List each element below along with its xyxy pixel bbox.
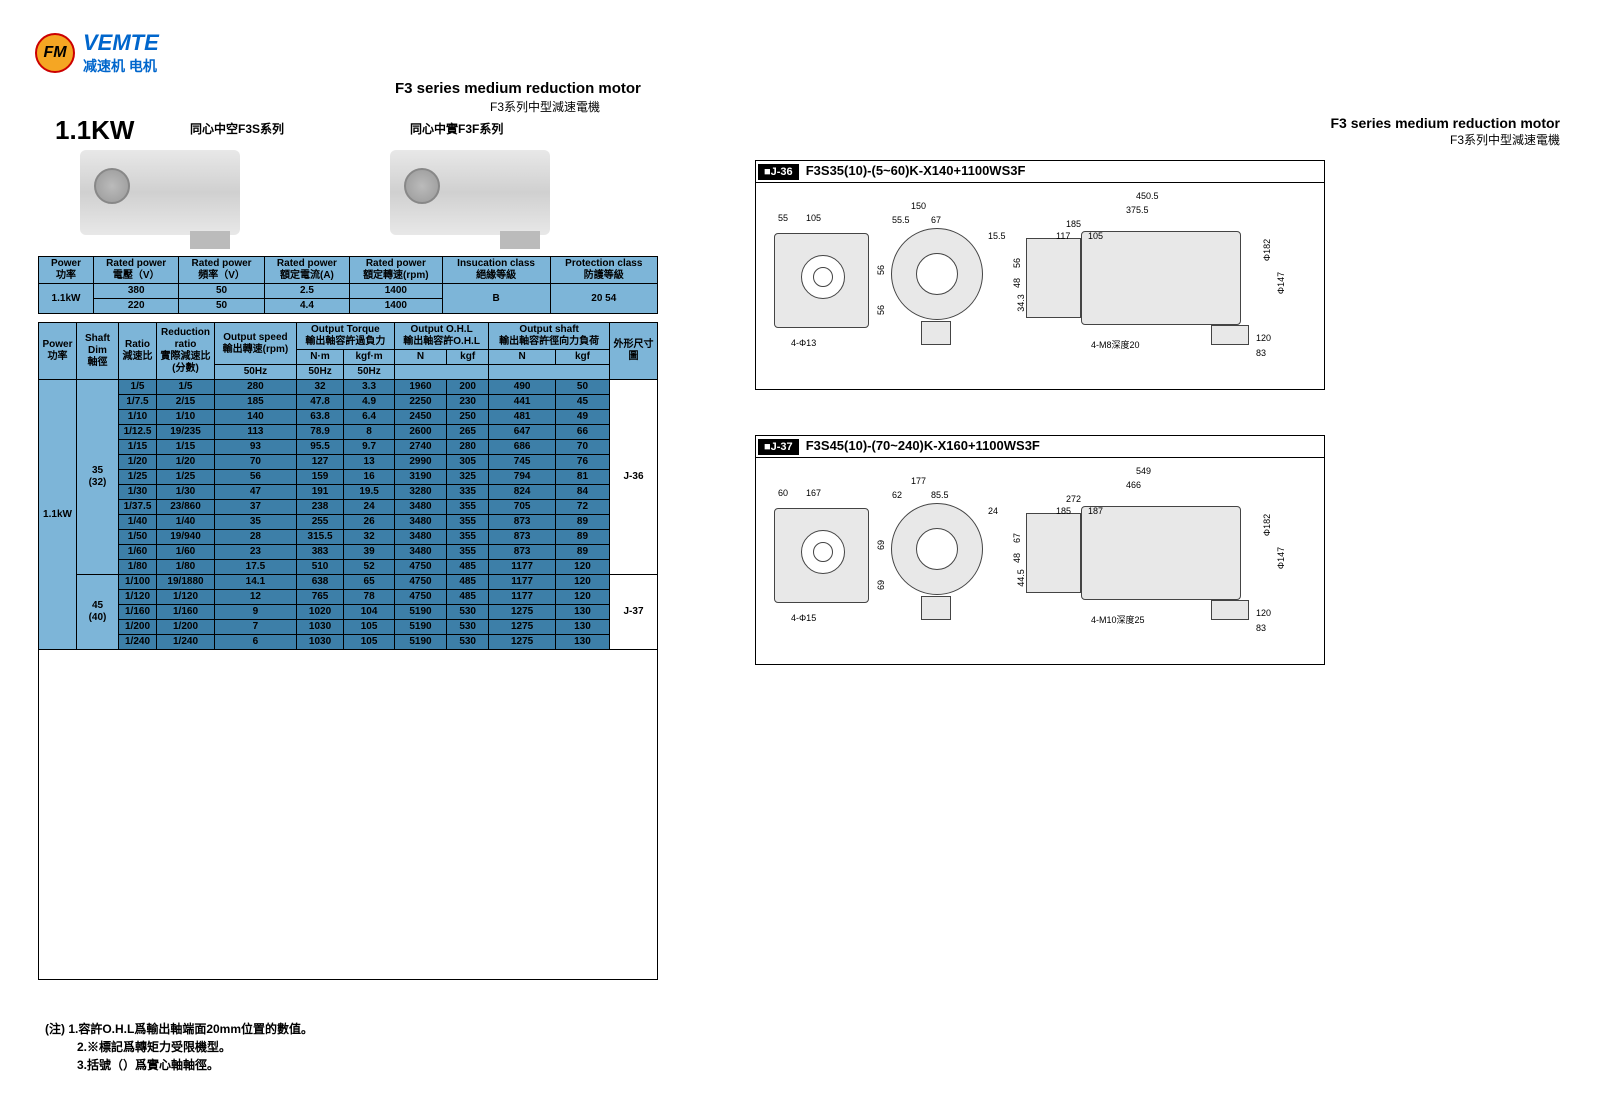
table-row: 1/12.519/23511378.98260026564766 [39, 425, 658, 440]
logo-subtitle: 减速机 电机 [83, 56, 159, 76]
table-row: 1/801/8017.55105247504851177120 [39, 560, 658, 575]
right-title: F3 series medium reduction motor F3系列中型減… [1331, 115, 1561, 148]
table-row: 1/601/602338339348035587389 [39, 545, 658, 560]
table-row: 1/37.523/8603723824348035570572 [39, 500, 658, 515]
table-row: 1/201/207012713299030574576 [39, 455, 658, 470]
table-row: 1/2401/2406103010551905301275130 [39, 635, 658, 650]
logo-brand: VEMTE [83, 30, 159, 56]
series-left: 同心中空F3S系列 [190, 120, 284, 137]
table-row: 1/101/1014063.86.4245025048149 [39, 410, 658, 425]
table-row: 1/301/304719119.5328033582484 [39, 485, 658, 500]
drawing-title: F3S45(10)-(70~240)K-X160+1100WS3F [806, 438, 1040, 453]
spec-table: Power功率 Rated power電壓（V） Rated power頻率（V… [38, 256, 658, 314]
table-row: 1.1kW35(32)1/51/5280323.3196020049050J-3… [39, 380, 658, 395]
motor-image-f3s [80, 150, 240, 235]
drawing-tag: ■J-36 [758, 164, 799, 180]
drawing-J-36: ■J-36 F3S35(10)-(5~60)K-X140+1100WS3F 55… [755, 160, 1325, 390]
table-row: 1/401/403525526348035587389 [39, 515, 658, 530]
logo-mark: FM [35, 33, 75, 73]
drawing-title: F3S35(10)-(5~60)K-X140+1100WS3F [806, 163, 1026, 178]
main-title-en: F3 series medium reduction motor [395, 80, 641, 97]
series-right: 同心中實F3F系列 [410, 120, 503, 137]
table-row: 1/2001/2007103010551905301275130 [39, 620, 658, 635]
table-row: 1/151/159395.59.7274028068670 [39, 440, 658, 455]
footnotes: (注) 1.容許O.H.L爲輸出軸端面20mm位置的數值。 2.※標記爲轉矩力受… [45, 1020, 313, 1074]
motor-image-f3f [390, 150, 550, 235]
logo: FM VEMTE 减速机 电机 [35, 30, 159, 76]
main-title-cn: F3系列中型減速電機 [490, 98, 600, 115]
table-row: 1/7.52/1518547.84.9225023044145 [39, 395, 658, 410]
table-row: 1/1201/120127657847504851177120 [39, 590, 658, 605]
kw-label: 1.1KW [55, 115, 134, 146]
hdr-power: Power [51, 258, 81, 269]
drawing-J-37: ■J-37 F3S45(10)-(70~240)K-X160+1100WS3F … [755, 435, 1325, 665]
drawing-tag: ■J-37 [758, 439, 799, 455]
table-row: 1/251/255615916319032579481 [39, 470, 658, 485]
data-table: Power功率 Shaft Dim軸徑 Ratio減速比 Reduction r… [38, 322, 658, 980]
table-row: 1/5019/94028315.532348035587389 [39, 530, 658, 545]
table-row: 45(40)1/10019/188014.1638654750485117712… [39, 575, 658, 590]
table-row: 1/1601/1609102010451905301275130 [39, 605, 658, 620]
